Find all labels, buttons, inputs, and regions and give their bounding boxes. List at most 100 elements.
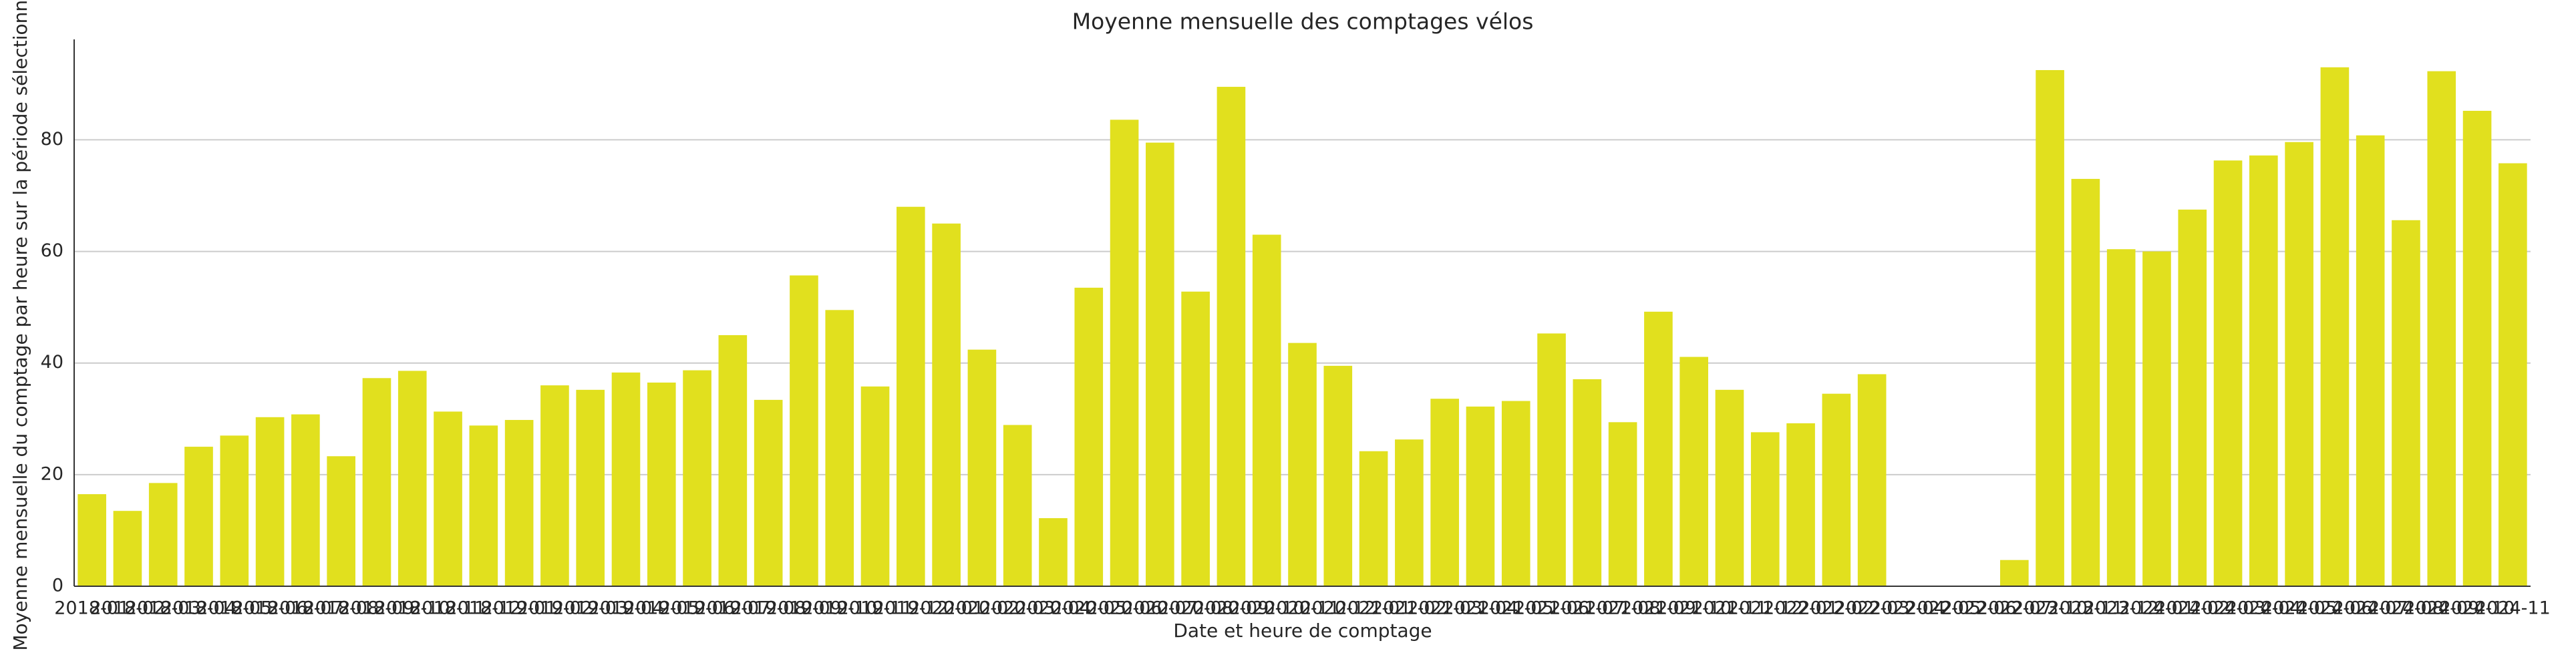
x-tick-label: 2024-05 — [2261, 598, 2337, 619]
x-tick-label: 2018-11 — [410, 598, 486, 619]
x-tick-label: 2019-01 — [482, 598, 557, 619]
bar — [2462, 110, 2492, 586]
bar — [184, 447, 213, 586]
x-tick-label: 2018-09 — [339, 598, 415, 619]
x-tick-label: 2024-09 — [2404, 598, 2479, 619]
bar — [1501, 401, 1531, 586]
x-tick-label: 2023-11 — [2048, 598, 2123, 619]
bar — [397, 371, 427, 586]
x-tick-label: 2024-01 — [2119, 598, 2195, 619]
bar — [1039, 518, 1068, 586]
bar — [2427, 71, 2456, 586]
bar — [718, 335, 748, 586]
bar — [2499, 163, 2527, 586]
bar — [932, 223, 961, 586]
x-tick-label: 2020-04 — [1015, 598, 1091, 619]
bar — [2106, 249, 2136, 586]
bar — [1430, 399, 1459, 586]
bar — [2036, 69, 2064, 586]
bar — [469, 425, 498, 586]
x-axis-label: Date et heure de comptage — [1173, 620, 1432, 642]
x-tick-label: 2018-01 — [54, 598, 130, 619]
x-tick-label: 2020-03 — [980, 598, 1056, 619]
x-tick-label: 2023-12 — [2084, 598, 2159, 619]
bar — [1395, 439, 1424, 586]
x-tick-label: 2021-03 — [1407, 598, 1482, 619]
bar — [1999, 560, 2029, 586]
bar — [1359, 451, 1388, 586]
bar — [896, 206, 925, 586]
x-tick-label: 2020-01 — [909, 598, 984, 619]
bar — [1252, 234, 1281, 586]
bar — [291, 414, 320, 586]
bar — [1181, 291, 1210, 586]
x-tick-label: 2022-06 — [1941, 598, 2017, 619]
bar — [967, 349, 997, 586]
x-tick-label: 2019-05 — [624, 598, 699, 619]
x-tick-label: 2020-05 — [1051, 598, 1126, 619]
x-tick-label: 2020-10 — [1229, 598, 1305, 619]
x-tick-label: 2022-02 — [1798, 598, 1874, 619]
x-tick-label: 2021-01 — [1336, 598, 1412, 619]
x-tick-label: 2018-04 — [161, 598, 236, 619]
x-tick-label: 2019-04 — [589, 598, 664, 619]
bar — [1750, 432, 1780, 586]
x-tick-label: 2021-12 — [1728, 598, 1803, 619]
y-tick-label: 40 — [41, 352, 63, 373]
bar — [1857, 374, 1887, 586]
bar — [1074, 287, 1104, 586]
y-tick-label: 20 — [41, 463, 63, 484]
x-tick-label: 2021-05 — [1478, 598, 1554, 619]
y-tick-label: 0 — [52, 576, 63, 596]
x-tick-label: 2022-04 — [1870, 598, 1945, 619]
x-tick-label: 2024-07 — [2333, 598, 2408, 619]
x-tick-label: 2019-10 — [802, 598, 877, 619]
bar — [2356, 135, 2385, 586]
bar — [1822, 393, 1851, 586]
bar — [1146, 142, 1174, 586]
bar — [611, 372, 641, 586]
bar — [2392, 220, 2420, 586]
x-tick-label: 2024-10 — [2440, 598, 2515, 619]
x-tick-label: 2021-11 — [1692, 598, 1768, 619]
x-tick-label: 2021-06 — [1514, 598, 1589, 619]
bar — [540, 385, 569, 586]
x-tick-label: 2021-10 — [1656, 598, 1732, 619]
x-tick-label: 2024-04 — [2226, 598, 2301, 619]
x-tick-label: 2021-07 — [1549, 598, 1625, 619]
bar — [1644, 311, 1673, 586]
x-tick-label: 2021-02 — [1372, 598, 1447, 619]
x-tick-label: 2019-12 — [873, 598, 949, 619]
x-tick-label: 2024-06 — [2297, 598, 2372, 619]
x-tick-label: 2022-05 — [1905, 598, 1981, 619]
x-tick-label: 2019-02 — [517, 598, 593, 619]
x-tick-label: 2024-03 — [2191, 598, 2266, 619]
bar — [1537, 333, 1566, 586]
x-tick-label: 2018-06 — [232, 598, 308, 619]
bar — [327, 456, 355, 586]
bar — [1110, 120, 1139, 587]
bar — [148, 483, 178, 586]
x-tick-label: 2020-12 — [1300, 598, 1376, 619]
x-tick-label: 2018-02 — [90, 598, 166, 619]
x-tick-label: 2020-07 — [1122, 598, 1198, 619]
x-tick-label: 2020-06 — [1087, 598, 1162, 619]
x-tick-label: 2018-05 — [196, 598, 272, 619]
bar — [1288, 343, 1317, 586]
chart-title: Moyenne mensuelle des comptages vélos — [1072, 9, 1534, 35]
x-tick-label: 2020-11 — [1265, 598, 1340, 619]
x-tick-label: 2018-10 — [375, 598, 450, 619]
x-tick-label: 2018-03 — [126, 598, 201, 619]
x-tick-label: 2020-08 — [1158, 598, 1233, 619]
bar — [790, 275, 818, 586]
x-tick-label: 2019-09 — [766, 598, 842, 619]
bar — [576, 389, 605, 586]
bar — [1323, 365, 1353, 586]
y-tick-label: 60 — [41, 240, 63, 261]
bar — [1715, 389, 1744, 586]
bar — [1573, 379, 1602, 586]
bar — [860, 386, 890, 586]
bar — [825, 310, 854, 586]
bar — [2178, 209, 2207, 587]
